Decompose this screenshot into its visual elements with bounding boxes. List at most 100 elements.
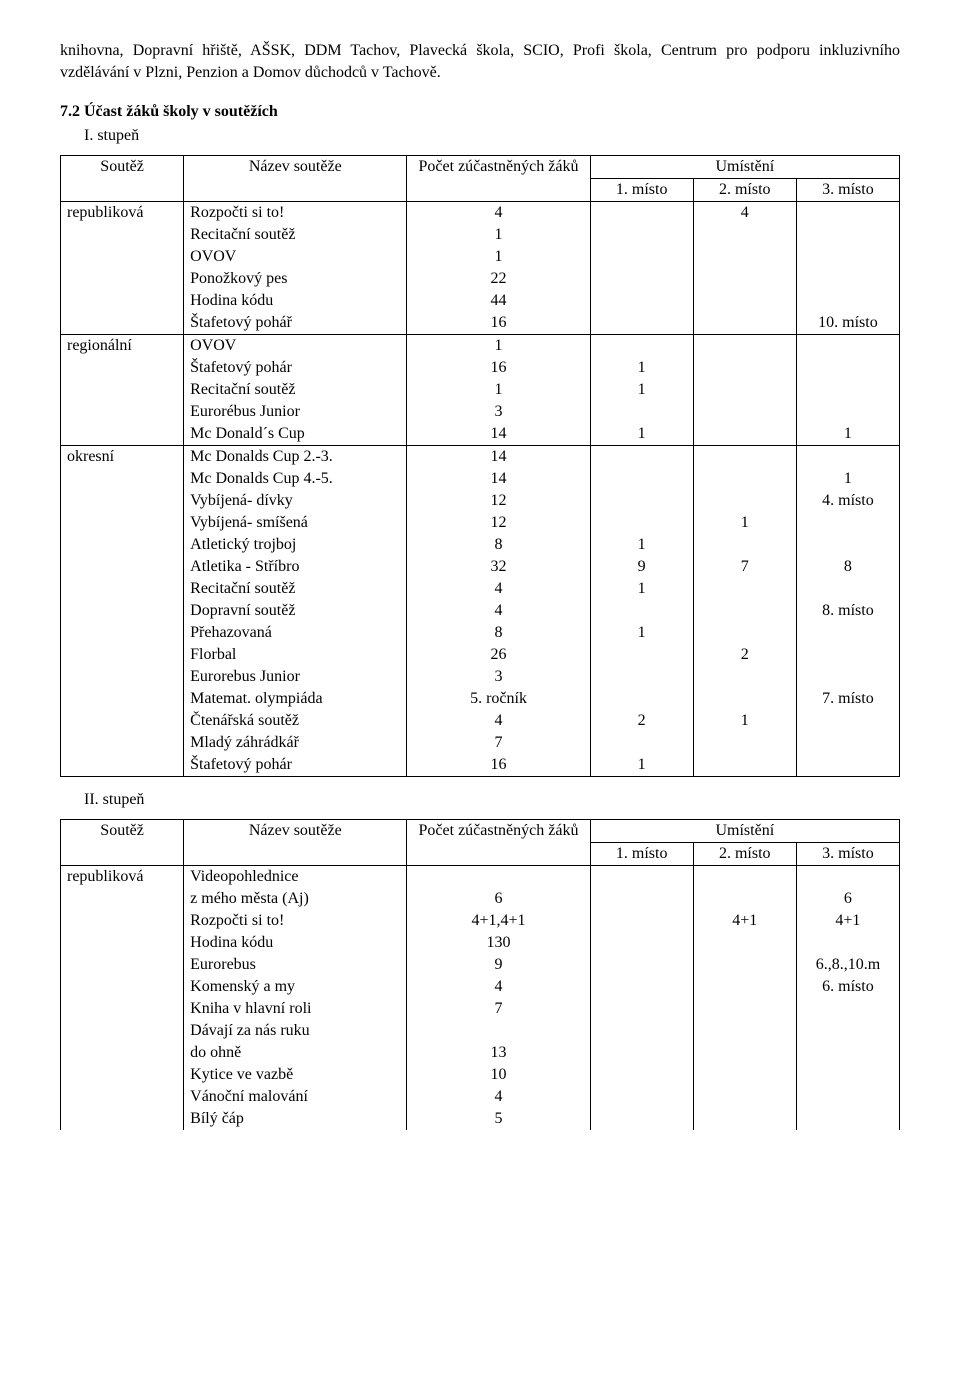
cell-type — [61, 268, 184, 290]
table-row: Dopravní soutěž48. místo — [61, 600, 900, 622]
cell-pocet: 7 — [407, 998, 590, 1020]
cell-m1 — [590, 666, 693, 688]
cell-m2 — [693, 379, 796, 401]
cell-pocet: 3 — [407, 666, 590, 688]
table-row: Rozpočti si to!4+1,4+14+14+1 — [61, 910, 900, 932]
table-row: Matemat. olympiáda5. ročník7. místo — [61, 688, 900, 710]
cell-m3 — [796, 932, 899, 954]
cell-nazev: Atletika - Stříbro — [184, 556, 407, 578]
cell-type — [61, 468, 184, 490]
cell-pocet: 4 — [407, 201, 590, 224]
cell-m2 — [693, 490, 796, 512]
cell-m3 — [796, 201, 899, 224]
cell-m3: 6 — [796, 888, 899, 910]
cell-type — [61, 1042, 184, 1064]
cell-m2 — [693, 1020, 796, 1042]
subheading-ii: II. stupeň — [84, 791, 900, 809]
cell-m2: 4+1 — [693, 910, 796, 932]
table-row: Kniha v hlavní roli7 — [61, 998, 900, 1020]
cell-m1 — [590, 512, 693, 534]
cell-pocet: 44 — [407, 290, 590, 312]
cell-type — [61, 754, 184, 777]
cell-type — [61, 1020, 184, 1042]
cell-m3 — [796, 290, 899, 312]
table-row: okresníMc Donalds Cup 2.-3.14 — [61, 445, 900, 468]
cell-m3 — [796, 268, 899, 290]
cell-m1 — [590, 688, 693, 710]
table-row: Kytice ve vazbě10 — [61, 1064, 900, 1086]
cell-m1 — [590, 998, 693, 1020]
cell-type — [61, 246, 184, 268]
table-row: Recitační soutěž1 — [61, 224, 900, 246]
table-ii-stupen: SoutěžNázev soutěžePočet zúčastněných žá… — [60, 819, 900, 1130]
cell-nazev: Vybíjená- smíšená — [184, 512, 407, 534]
cell-type — [61, 1064, 184, 1086]
cell-m2 — [693, 401, 796, 423]
cell-m1 — [590, 1020, 693, 1042]
th-pocet: Počet zúčastněných žáků — [407, 155, 590, 201]
cell-m1 — [590, 976, 693, 998]
cell-m3 — [796, 357, 899, 379]
cell-type: regionální — [61, 334, 184, 357]
cell-m1 — [590, 932, 693, 954]
cell-m3 — [796, 1086, 899, 1108]
table-row: Dávají za nás ruku — [61, 1020, 900, 1042]
cell-m1 — [590, 268, 693, 290]
cell-pocet: 13 — [407, 1042, 590, 1064]
cell-m2: 7 — [693, 556, 796, 578]
cell-pocet: 130 — [407, 932, 590, 954]
cell-pocet: 8 — [407, 622, 590, 644]
cell-type — [61, 312, 184, 335]
table-row: republikováVideopohlednice — [61, 865, 900, 888]
cell-nazev: Eurorébus Junior — [184, 401, 407, 423]
th-nazev: Název soutěže — [184, 155, 407, 201]
cell-m2 — [693, 290, 796, 312]
cell-m1 — [590, 290, 693, 312]
th-m1: 1. místo — [590, 178, 693, 201]
cell-m3 — [796, 1020, 899, 1042]
cell-m1 — [590, 954, 693, 976]
cell-m2 — [693, 1064, 796, 1086]
th-m3: 3. místo — [796, 178, 899, 201]
cell-m2 — [693, 534, 796, 556]
cell-type — [61, 710, 184, 732]
table-row: Vybíjená- smíšená121 — [61, 512, 900, 534]
cell-type — [61, 976, 184, 998]
cell-nazev: Vybíjená- dívky — [184, 490, 407, 512]
cell-m2 — [693, 732, 796, 754]
cell-pocet: 1 — [407, 379, 590, 401]
cell-m2 — [693, 688, 796, 710]
cell-nazev: Videopohlednice — [184, 865, 407, 888]
cell-m1 — [590, 1108, 693, 1130]
cell-type — [61, 556, 184, 578]
cell-m3 — [796, 1042, 899, 1064]
cell-type: republiková — [61, 865, 184, 888]
cell-nazev: Recitační soutěž — [184, 379, 407, 401]
cell-nazev: Kniha v hlavní roli — [184, 998, 407, 1020]
cell-nazev: Matemat. olympiáda — [184, 688, 407, 710]
cell-m3: 8 — [796, 556, 899, 578]
cell-m1: 9 — [590, 556, 693, 578]
cell-pocet: 3 — [407, 401, 590, 423]
cell-m1 — [590, 910, 693, 932]
cell-m1 — [590, 1086, 693, 1108]
cell-m1 — [590, 865, 693, 888]
cell-pocet: 4 — [407, 976, 590, 998]
intro-paragraph: knihovna, Dopravní hřiště, AŠSK, DDM Tac… — [60, 40, 900, 85]
table-row: Mc Donald´s Cup1411 — [61, 423, 900, 446]
cell-nazev: OVOV — [184, 246, 407, 268]
cell-pocet: 14 — [407, 423, 590, 446]
cell-nazev: Recitační soutěž — [184, 224, 407, 246]
cell-m3: 4. místo — [796, 490, 899, 512]
cell-m3 — [796, 1064, 899, 1086]
table-row: Ponožkový pes22 — [61, 268, 900, 290]
cell-m3: 4+1 — [796, 910, 899, 932]
cell-m2 — [693, 976, 796, 998]
cell-type — [61, 490, 184, 512]
cell-m1: 2 — [590, 710, 693, 732]
table-row: Štafetový pohár161 — [61, 754, 900, 777]
cell-nazev: Recitační soutěž — [184, 578, 407, 600]
cell-m2 — [693, 600, 796, 622]
cell-type — [61, 578, 184, 600]
cell-pocet: 4 — [407, 578, 590, 600]
